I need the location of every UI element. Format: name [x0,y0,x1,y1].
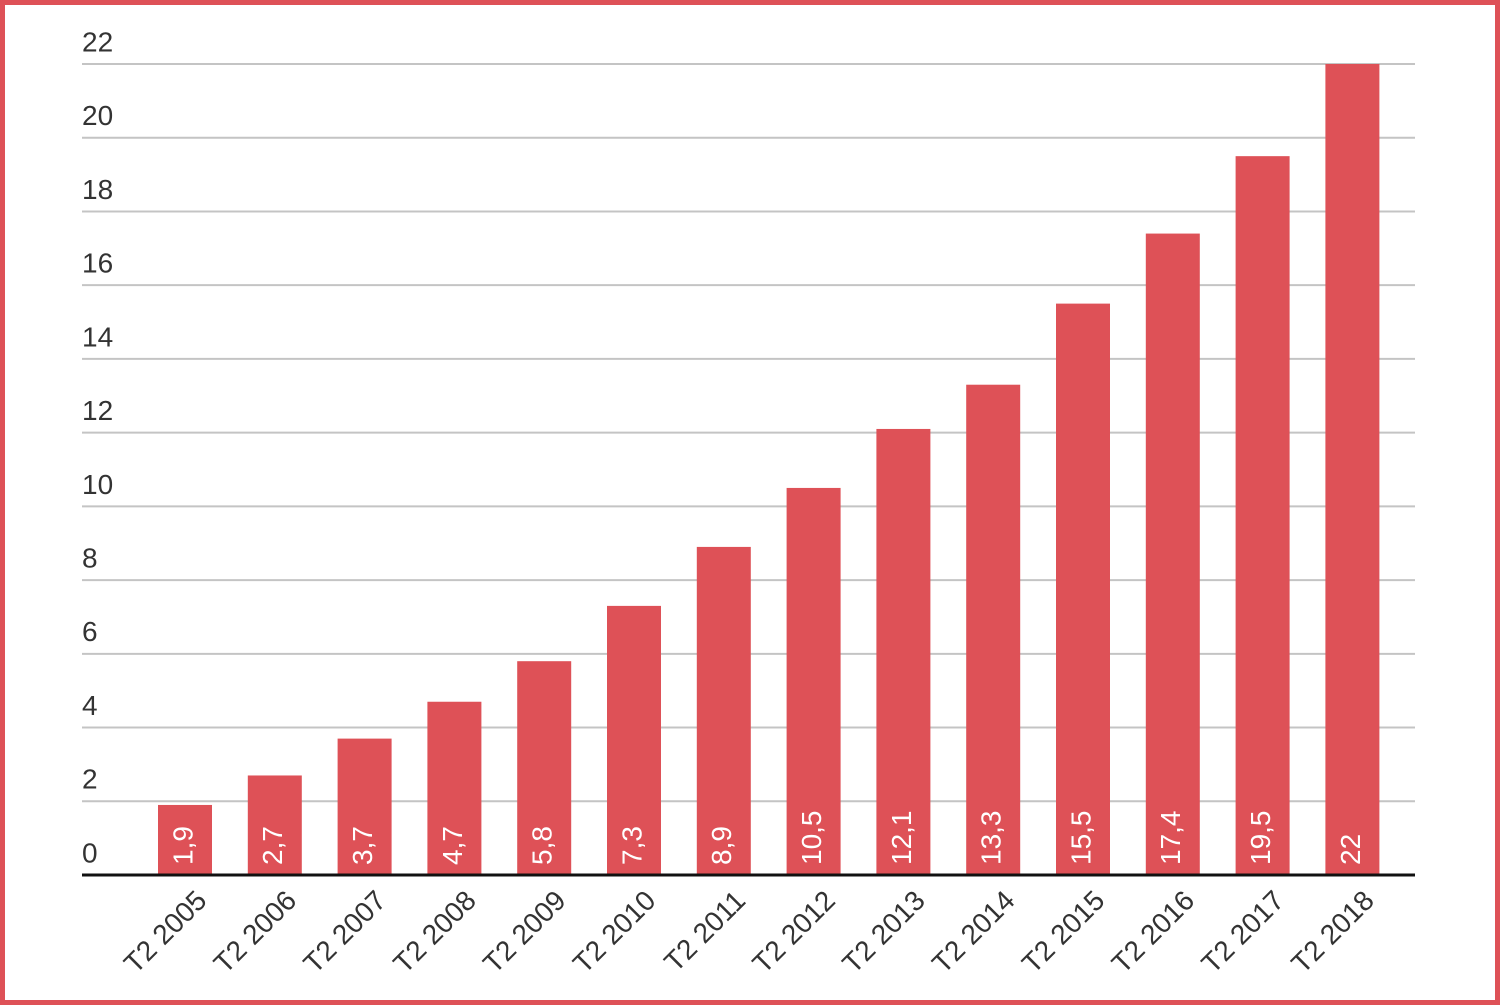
bar [696,546,751,875]
y-tick-label: 8 [82,542,98,573]
value-label: 19,5 [1245,811,1276,866]
value-label: 10,5 [796,811,827,866]
bar [158,804,212,875]
value-label: 22 [1335,834,1366,865]
y-tick-label: 0 [82,837,98,868]
bar [966,384,1021,875]
bar [1056,303,1110,875]
y-tick-label: 14 [82,321,113,352]
bar [427,701,482,875]
y-tick-label: 22 [82,26,113,57]
value-label: 8,9 [706,826,737,865]
bar [337,738,392,875]
value-label: 5,8 [527,826,558,865]
y-tick-label: 20 [82,100,113,131]
value-label: 13,3 [976,811,1007,866]
y-tick-label: 4 [82,690,98,721]
y-tick-label: 2 [82,764,98,795]
y-tick-label: 10 [82,469,113,500]
value-label: 17,4 [1155,811,1186,866]
bar [876,428,931,875]
bar [607,605,661,875]
bar [517,661,572,875]
y-tick-label: 18 [82,174,113,205]
bar [1235,156,1290,876]
value-label: 3,7 [347,826,378,865]
y-tick-label: 16 [82,248,113,279]
value-label: 2,7 [257,826,288,865]
value-label: 1,9 [167,826,198,865]
value-label: 12,1 [886,811,917,866]
y-tick-label: 6 [82,616,98,647]
bar [786,487,841,875]
value-label: 15,5 [1065,811,1096,866]
y-tick-label: 12 [82,395,113,426]
bar [247,775,302,875]
value-label: 4,7 [437,826,468,865]
bar [1145,233,1200,875]
bar [1325,64,1380,875]
value-label: 7,3 [616,826,647,865]
